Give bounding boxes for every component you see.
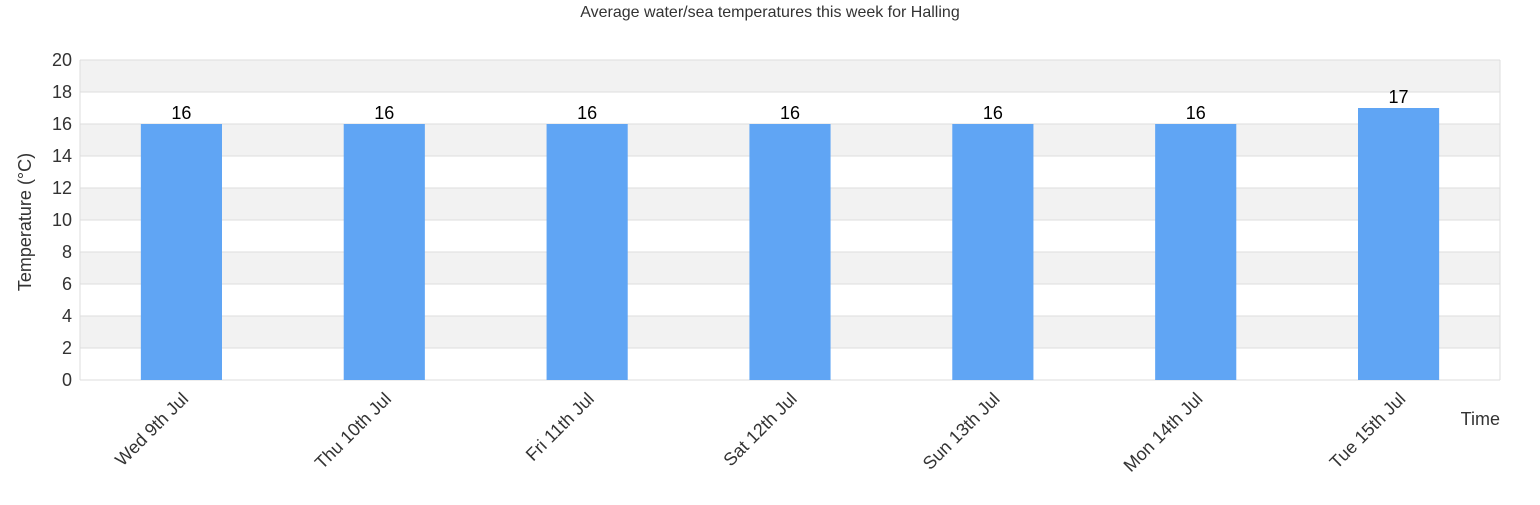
x-tick-label: Mon 14th Jul bbox=[1120, 389, 1207, 476]
chart-title: Average water/sea temperatures this week… bbox=[580, 4, 959, 21]
bar-value-label: 16 bbox=[374, 103, 394, 123]
y-axis-ticks: 0 2 4 6 8 10 12 14 16 18 20 bbox=[52, 50, 72, 390]
y-tick-label: 20 bbox=[52, 50, 72, 70]
bar-value-label: 16 bbox=[171, 103, 191, 123]
y-tick-label: 8 bbox=[62, 242, 72, 262]
y-tick-label: 0 bbox=[62, 370, 72, 390]
x-axis-ticks: Wed 9th Jul Thu 10th Jul Fri 11th Jul Sat 1… bbox=[111, 389, 1409, 476]
bar bbox=[140, 124, 222, 380]
value-labels: 16 16 16 16 16 16 17 bbox=[171, 87, 1408, 123]
bar bbox=[749, 124, 831, 380]
bar bbox=[343, 124, 425, 380]
bars bbox=[140, 108, 1440, 380]
bar-value-label: 16 bbox=[577, 103, 597, 123]
bar-value-label: 16 bbox=[983, 103, 1003, 123]
bar-value-label: 16 bbox=[780, 103, 800, 123]
y-axis-title: Temperature (°C) bbox=[15, 153, 35, 291]
bar bbox=[1358, 108, 1440, 380]
y-tick-label: 16 bbox=[52, 114, 72, 134]
y-tick-label: 18 bbox=[52, 82, 72, 102]
grid-band bbox=[80, 60, 1500, 92]
x-tick-label: Fri 11th Jul bbox=[522, 389, 598, 465]
x-tick-label: Thu 10th Jul bbox=[311, 389, 395, 473]
bar bbox=[1155, 124, 1237, 380]
x-axis-title: Time bbox=[1461, 409, 1500, 429]
y-tick-label: 2 bbox=[62, 338, 72, 358]
bar bbox=[952, 124, 1034, 380]
x-tick-label: Sun 13th Jul bbox=[919, 389, 1004, 474]
y-tick-label: 12 bbox=[52, 178, 72, 198]
y-tick-label: 6 bbox=[62, 274, 72, 294]
x-tick-label: Tue 15th Jul bbox=[1326, 389, 1410, 473]
y-tick-label: 10 bbox=[52, 210, 72, 230]
bar-value-label: 16 bbox=[1186, 103, 1206, 123]
y-tick-label: 4 bbox=[62, 306, 72, 326]
y-tick-label: 14 bbox=[52, 146, 72, 166]
x-tick-label: Wed 9th Jul bbox=[111, 389, 192, 470]
bar bbox=[546, 124, 628, 380]
bar-value-label: 17 bbox=[1389, 87, 1409, 107]
x-tick-label: Sat 12th Jul bbox=[719, 389, 800, 470]
